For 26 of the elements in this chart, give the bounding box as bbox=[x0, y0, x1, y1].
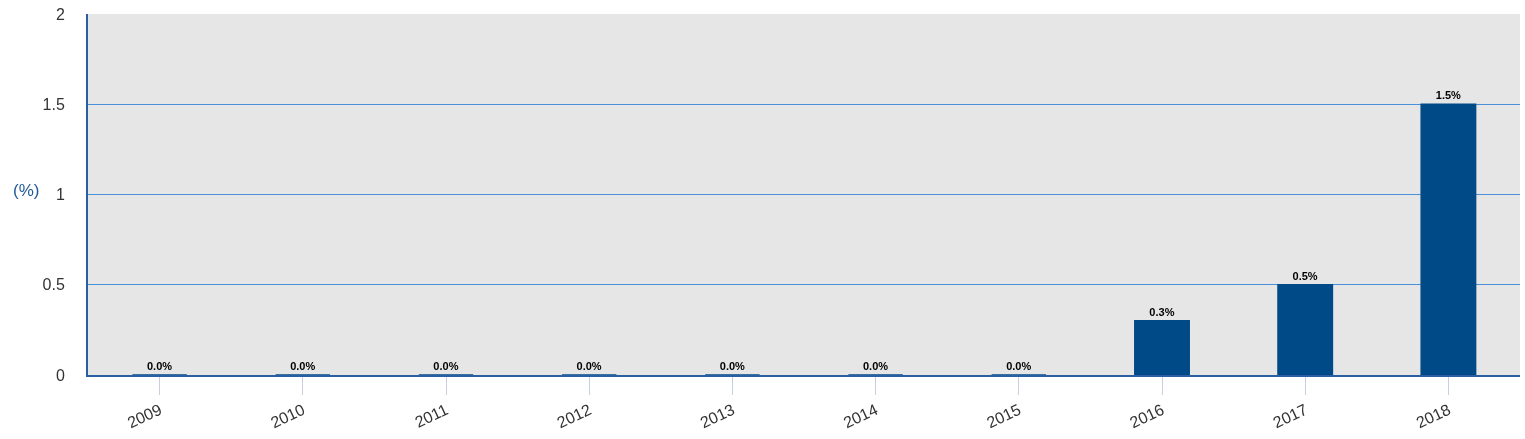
data-label: 0.0% bbox=[1006, 360, 1032, 372]
x-tick-label: 2013 bbox=[697, 400, 738, 432]
y-axis-title: (%) bbox=[13, 181, 40, 200]
x-tick-label: 2015 bbox=[984, 400, 1024, 432]
y-tick-label: 1.5 bbox=[42, 95, 65, 113]
data-label: 0.0% bbox=[433, 360, 459, 372]
x-tick-label: 2009 bbox=[124, 400, 165, 432]
data-label: 0.0% bbox=[862, 360, 889, 372]
data-label: 1.5% bbox=[1435, 89, 1462, 102]
x-tick-label: 2016 bbox=[1127, 400, 1167, 432]
data-label: 0.0% bbox=[576, 360, 602, 372]
data-label: 0.3% bbox=[1149, 305, 1175, 318]
data-label: 0.0% bbox=[719, 360, 746, 372]
x-tick-label: 2017 bbox=[1270, 400, 1310, 432]
data-label: 0.0% bbox=[146, 360, 173, 372]
y-tick-label: 0.5 bbox=[42, 276, 65, 294]
x-tick-label: 2011 bbox=[412, 400, 451, 431]
x-tick-label: 2012 bbox=[554, 400, 594, 432]
y-tick-label: 2 bbox=[55, 5, 65, 23]
x-tick-label: 2014 bbox=[840, 400, 881, 432]
data-label: 0.5% bbox=[1292, 269, 1318, 282]
y-tick-label: 0 bbox=[55, 366, 65, 384]
x-tick-label: 2010 bbox=[268, 400, 308, 432]
y-tick-label: 1 bbox=[55, 186, 65, 204]
x-tick-label: 2018 bbox=[1413, 400, 1454, 432]
data-label: 0.0% bbox=[290, 360, 316, 372]
